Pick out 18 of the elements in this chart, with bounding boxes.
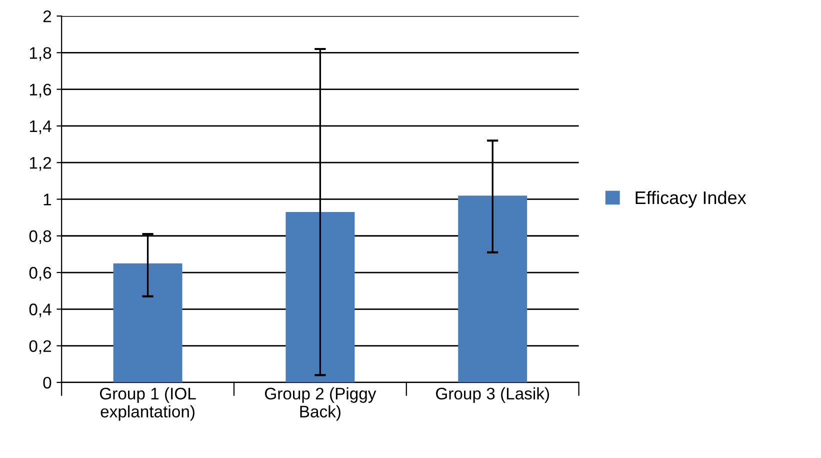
x-tick-label: Group 2 (Piggy Back)	[264, 387, 376, 421]
legend-label: Efficacy Index	[636, 190, 746, 208]
bar	[458, 196, 528, 382]
y-tick-label: 0	[43, 376, 52, 389]
y-tick-label: 2	[43, 10, 52, 22]
y-tick-label: 0,2	[29, 340, 52, 354]
bar	[113, 263, 182, 382]
y-tick-label: 0,8	[29, 230, 52, 244]
x-tick-label: Group 1 (IOL explantation)	[100, 387, 196, 421]
y-tick-label: 1	[44, 194, 52, 206]
bar	[286, 212, 355, 382]
y-tick-label: 0,4	[29, 304, 52, 318]
y-tick-label: 1,2	[30, 156, 52, 171]
y-tick-label: 1,6	[30, 84, 52, 98]
y-tick-label: 1,8	[30, 47, 52, 61]
x-tick-label: Group 3 (Lasik)	[436, 387, 549, 403]
y-tick-label: 1,4	[30, 120, 52, 134]
y-tick-label: 0,6	[29, 266, 52, 281]
